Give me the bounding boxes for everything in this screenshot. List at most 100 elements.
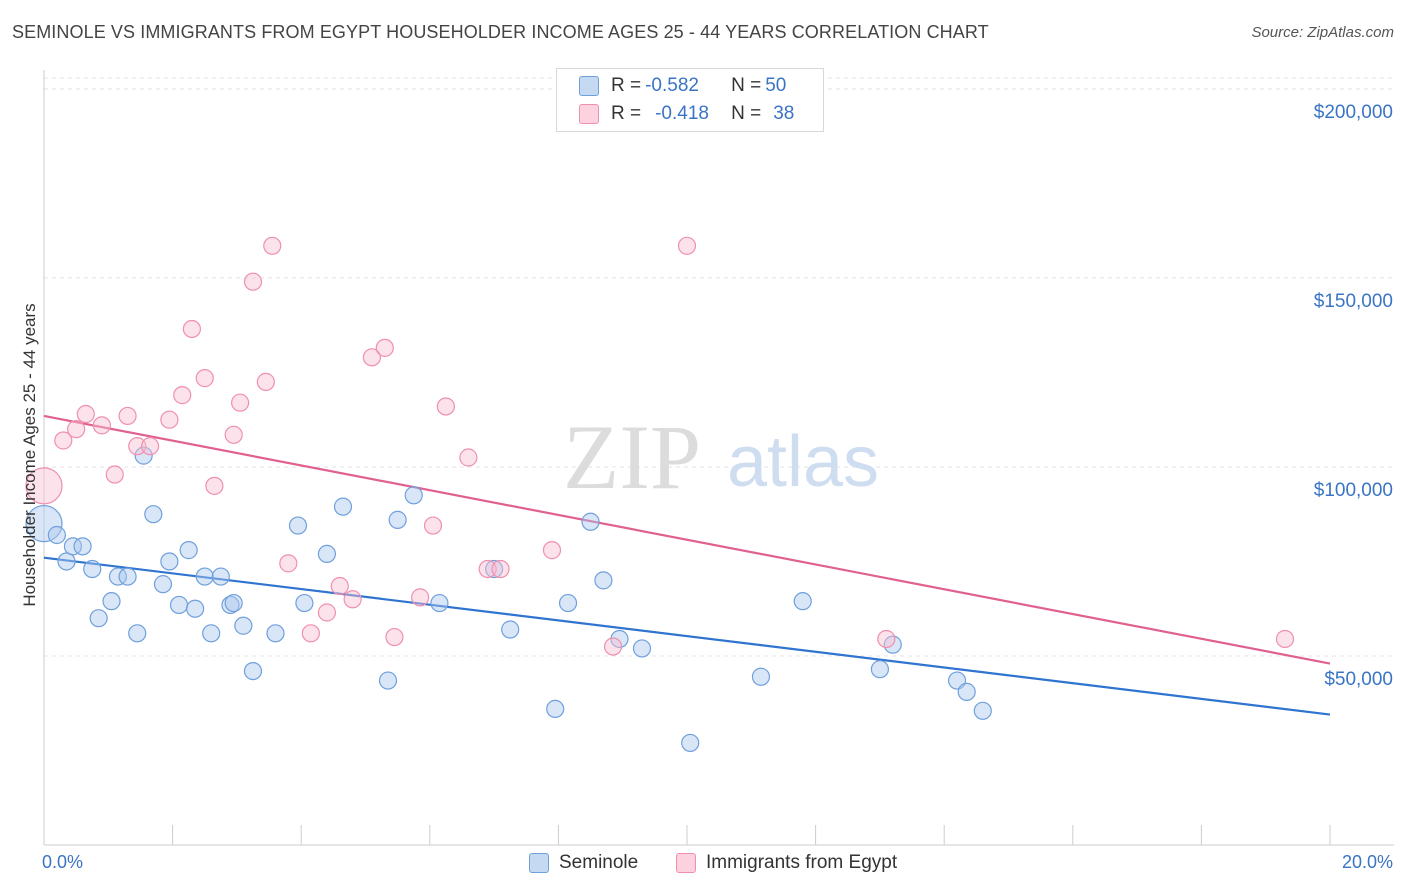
seminole-point [153, 575, 173, 594]
egypt-point [459, 448, 478, 467]
egypt-swatch [676, 853, 696, 873]
egypt-point [1275, 629, 1295, 649]
egypt-point [224, 425, 243, 444]
egypt-point [542, 541, 562, 560]
seminole-point [594, 571, 613, 590]
seminole-point [793, 592, 812, 611]
seminole-point [558, 593, 578, 613]
seminole-point [83, 559, 102, 579]
egypt-point [160, 410, 179, 429]
x-tick-label-min: 0.0% [42, 852, 84, 872]
egypt-point [362, 348, 382, 367]
egypt-point [677, 236, 697, 255]
n-value: 50 [765, 75, 787, 96]
egypt-point [343, 590, 362, 609]
seminole-point [234, 616, 253, 635]
y-axis-title: Householder Income Ages 25 - 44 years [20, 303, 39, 607]
egypt-swatch [579, 104, 599, 124]
egypt-point [330, 576, 349, 596]
n-label: N = [731, 103, 762, 124]
egypt-point [317, 603, 337, 622]
r-label: R = [611, 103, 642, 124]
egypt-point [140, 437, 160, 456]
seminole-point [333, 497, 353, 516]
legend-label: Immigrants from Egypt [706, 852, 898, 873]
y-tick-label: $100,000 [1314, 480, 1393, 501]
seminole-point [266, 624, 285, 643]
egypt-point [301, 624, 320, 643]
y-tick-labels: $50,000 $100,000 $150,000 $200,000 [1314, 102, 1393, 690]
data-points [25, 236, 1295, 753]
egypt-point [182, 319, 201, 339]
y-tick-label: $50,000 [1324, 669, 1393, 690]
seminole-point [221, 595, 240, 615]
egypt-point [92, 416, 111, 435]
egypt-trend-line [43, 414, 1331, 665]
egypt-point [423, 516, 443, 535]
seminole-point [288, 516, 308, 535]
seminole-point [581, 512, 600, 531]
seminole-point [632, 639, 652, 658]
seminole-point [430, 593, 449, 613]
seminole-point [610, 629, 629, 649]
seminole-swatch [579, 76, 599, 96]
r-value: -0.582 [645, 75, 699, 96]
n-label: N = [731, 75, 762, 96]
seminole-point [25, 505, 63, 543]
seminole-point [108, 567, 128, 586]
chart-title: SEMINOLE VS IMMIGRANTS FROM EGYPT HOUSEH… [12, 22, 989, 42]
seminole-point [751, 667, 771, 686]
seminole-point [870, 660, 890, 679]
egypt-point [603, 637, 623, 656]
seminole-point [546, 699, 565, 719]
seminole-point [681, 733, 700, 753]
egypt-point [411, 588, 430, 607]
seminole-point [63, 537, 83, 556]
egypt-point [243, 272, 263, 291]
r-value: -0.418 [655, 103, 709, 124]
seminole-point [179, 541, 198, 560]
egypt-point [375, 338, 394, 357]
egypt-point [105, 465, 124, 484]
seminole-point [485, 559, 504, 579]
seminole-point [202, 624, 221, 643]
x-tick-label-max: 20.0% [1341, 852, 1393, 872]
stats-legend: R = -0.582 N = 50 R = -0.418 N = 38 [556, 68, 824, 132]
egypt-point [128, 437, 147, 456]
r-label: R = [611, 75, 642, 96]
legend-item-egypt: Immigrants from Egypt [676, 852, 897, 874]
seminole-point [973, 701, 992, 720]
seminole-point [73, 537, 92, 556]
egypt-point [205, 476, 224, 495]
egypt-point [256, 372, 275, 391]
seminole-point [404, 486, 423, 505]
seminole-point [195, 567, 214, 586]
seminole-point [89, 609, 108, 628]
watermark-atlas: atlas [727, 422, 879, 502]
egypt-point [263, 236, 282, 255]
seminole-point [378, 671, 398, 690]
seminole-point [128, 624, 147, 643]
egypt-point [385, 627, 404, 647]
egypt-point [118, 406, 137, 426]
legend-label: Seminole [559, 852, 639, 873]
seminole-point [317, 544, 337, 564]
egypt-point [173, 386, 192, 405]
seminole-swatch [529, 853, 549, 873]
y-tick-label: $200,000 [1314, 102, 1393, 123]
seminole-point [211, 567, 230, 586]
watermark-zip: ZIP [563, 406, 701, 508]
egypt-point [195, 369, 214, 388]
egypt-point [54, 431, 73, 450]
egypt-point [25, 467, 63, 505]
seminole-point [501, 620, 520, 639]
seminole-point [102, 592, 121, 611]
seminole-point [144, 505, 163, 524]
egypt-point [478, 559, 497, 579]
legend-row-egypt: R = -0.418 N = 38 [579, 101, 794, 127]
seminole-point [169, 595, 189, 615]
seminole-point [47, 525, 66, 545]
seminole-point [186, 599, 205, 618]
legend-item-seminole: Seminole [529, 852, 638, 874]
